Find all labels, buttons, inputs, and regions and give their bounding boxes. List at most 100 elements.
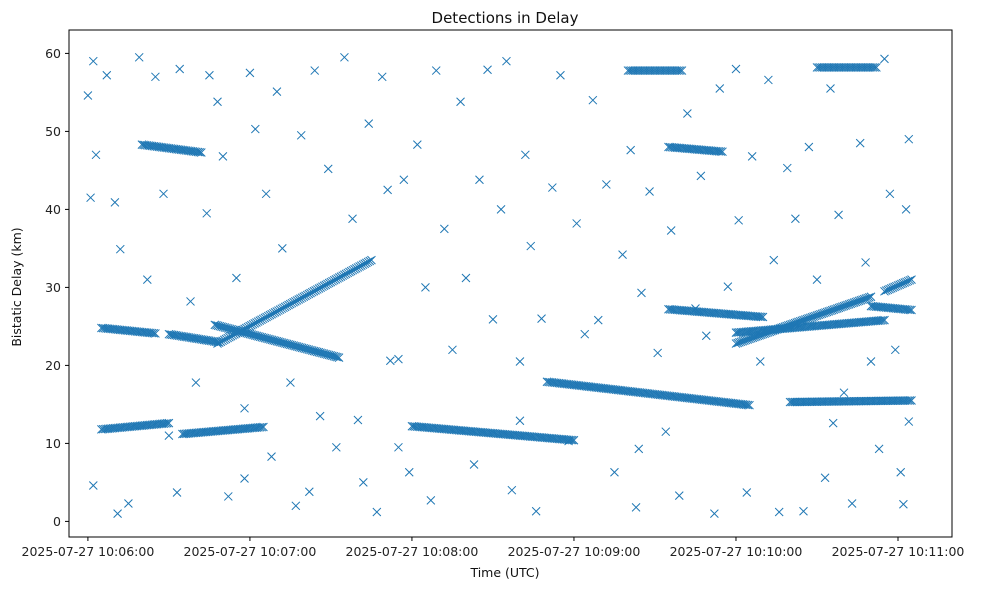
data-point xyxy=(899,499,908,509)
data-point xyxy=(819,308,829,318)
data-point xyxy=(861,258,870,267)
data-point xyxy=(265,335,275,344)
data-point xyxy=(270,336,280,346)
data-point xyxy=(332,352,342,362)
data-point xyxy=(365,256,375,266)
data-point xyxy=(383,185,392,195)
data-point xyxy=(252,331,262,341)
data-point xyxy=(580,329,590,339)
data-point xyxy=(212,320,221,330)
data-point xyxy=(863,293,872,303)
data-point xyxy=(247,330,257,339)
data-point xyxy=(277,244,287,253)
data-point xyxy=(274,337,283,347)
data-point xyxy=(890,345,900,355)
data-point xyxy=(86,193,95,203)
data-point xyxy=(353,415,363,425)
data-point xyxy=(905,275,915,285)
data-point xyxy=(851,297,861,307)
data-point xyxy=(196,148,206,157)
data-point xyxy=(289,341,299,351)
data-point xyxy=(296,130,306,140)
data-point xyxy=(102,70,112,80)
data-point xyxy=(848,298,857,308)
data-point xyxy=(259,333,268,343)
data-point xyxy=(404,467,414,477)
data-point xyxy=(844,300,854,309)
data-point xyxy=(348,214,357,224)
data-point xyxy=(626,145,636,155)
data-point xyxy=(866,292,876,302)
data-point xyxy=(217,322,226,331)
data-point xyxy=(734,215,744,225)
data-point xyxy=(826,84,835,93)
data-point xyxy=(566,435,575,445)
data-point xyxy=(88,56,98,66)
data-point xyxy=(880,54,889,64)
data-point xyxy=(876,316,886,325)
data-point xyxy=(245,329,255,339)
data-point xyxy=(331,352,341,362)
data-point xyxy=(364,119,374,128)
data-point xyxy=(358,478,368,487)
data-point xyxy=(324,350,334,360)
data-point xyxy=(321,349,330,359)
data-point xyxy=(220,323,230,332)
y-tick-label: 20 xyxy=(45,358,61,373)
data-point xyxy=(804,314,813,323)
data-point xyxy=(675,66,685,75)
data-point xyxy=(307,346,317,355)
data-point xyxy=(855,138,865,148)
data-point xyxy=(262,334,272,343)
data-point xyxy=(287,340,297,350)
data-point xyxy=(866,357,876,366)
data-point xyxy=(267,335,277,345)
data-point xyxy=(548,183,557,192)
data-point xyxy=(261,189,271,199)
data-point xyxy=(302,344,312,354)
data-point xyxy=(905,305,915,315)
data-point xyxy=(907,396,916,405)
x-axis-label: Time (UTC) xyxy=(469,565,539,580)
data-point xyxy=(782,163,792,173)
data-point xyxy=(269,335,278,345)
data-point xyxy=(304,487,314,497)
data-point xyxy=(228,325,238,335)
data-point xyxy=(588,95,598,105)
data-point xyxy=(814,310,824,320)
data-point xyxy=(329,351,339,361)
data-point xyxy=(245,68,255,78)
data-point xyxy=(837,302,847,312)
data-point xyxy=(903,396,913,405)
data-point xyxy=(502,56,511,66)
data-point xyxy=(822,307,832,317)
data-point xyxy=(312,347,322,357)
data-point xyxy=(162,418,172,428)
data-point xyxy=(742,488,752,497)
data-point xyxy=(904,134,914,144)
data-point xyxy=(677,66,687,75)
y-tick-label: 50 xyxy=(45,124,61,139)
data-point xyxy=(164,431,174,440)
data-point xyxy=(556,70,565,80)
data-point xyxy=(856,295,866,305)
data-point xyxy=(399,175,409,185)
data-point xyxy=(291,341,300,351)
data-point xyxy=(645,187,654,196)
data-point xyxy=(832,304,842,313)
data-point xyxy=(714,147,724,156)
data-point xyxy=(755,312,764,322)
data-point xyxy=(812,311,822,320)
data-point xyxy=(618,250,627,259)
data-point xyxy=(736,337,746,347)
data-point xyxy=(716,147,726,156)
data-point xyxy=(907,305,916,315)
data-point xyxy=(653,348,663,358)
data-point xyxy=(297,343,307,353)
data-point xyxy=(259,422,268,432)
data-point xyxy=(853,297,862,306)
data-point xyxy=(412,140,422,150)
data-point xyxy=(186,297,195,306)
data-point xyxy=(821,308,830,317)
